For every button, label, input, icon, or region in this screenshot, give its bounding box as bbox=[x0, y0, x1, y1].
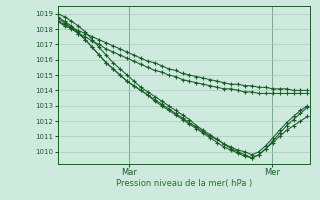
X-axis label: Pression niveau de la mer( hPa ): Pression niveau de la mer( hPa ) bbox=[116, 179, 252, 188]
